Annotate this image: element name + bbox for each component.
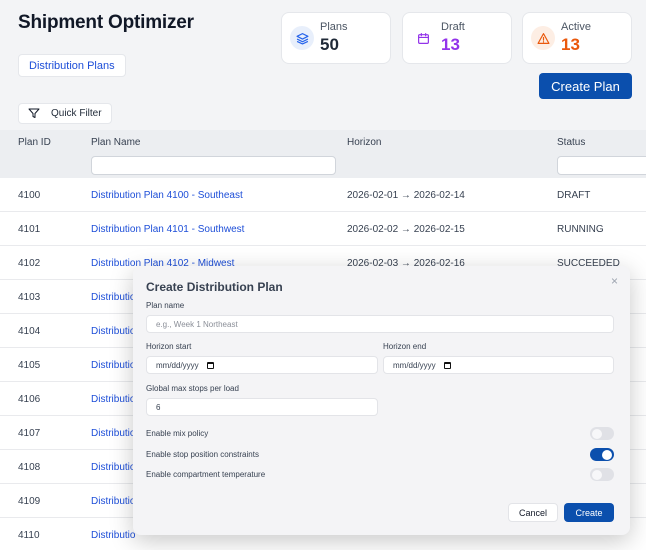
plan-id-cell: 4106: [18, 394, 41, 405]
plan-id-cell: 4104: [18, 326, 41, 337]
plan-name-link[interactable]: Distribution Plan 4101 - Southwest: [91, 224, 245, 235]
stat-value: 13: [561, 35, 580, 54]
max-stops-label: Global max stops per load: [146, 384, 239, 393]
horizon-end-value: mm/dd/yyyy: [393, 360, 436, 370]
horizon-start-input[interactable]: mm/dd/yyyy: [146, 356, 378, 374]
toggle-knob: [592, 469, 602, 480]
plan-name-link[interactable]: Distributio: [91, 360, 136, 371]
horizon-start-value: mm/dd/yyyy: [156, 360, 199, 370]
create-button[interactable]: Create: [564, 503, 614, 522]
horizon-cell: 2026-02-02 → 2026-02-15: [347, 224, 465, 235]
toggle-knob: [592, 428, 602, 439]
column-header-horizon[interactable]: Horizon: [347, 137, 382, 148]
app-title: Shipment Optimizer: [18, 12, 194, 33]
quick-filter-label: Quick Filter: [51, 108, 102, 119]
plan-id-cell: 4107: [18, 428, 41, 439]
stat-value: 13: [441, 35, 460, 54]
plan-name-link[interactable]: Distributio: [91, 326, 136, 337]
cancel-button[interactable]: Cancel: [508, 503, 558, 522]
filter-icon: [28, 108, 40, 119]
plan-id-cell: 4105: [18, 360, 41, 371]
horizon-cell: 2026-02-03 → 2026-02-16: [347, 258, 465, 269]
plan-id-cell: 4109: [18, 496, 41, 507]
plan-id-cell: 4103: [18, 292, 41, 303]
horizon-cell: 2026-02-01 → 2026-02-14: [347, 190, 465, 201]
stat-value: 50: [320, 35, 339, 54]
column-filter-row: [0, 154, 646, 178]
plan-id-cell: 4108: [18, 462, 41, 473]
layers-icon: [290, 26, 314, 50]
stat-label: Active: [561, 21, 591, 33]
plan-id-cell: 4101: [18, 224, 41, 235]
compartment-temp-toggle[interactable]: [590, 468, 614, 481]
dialog-title: Create Distribution Plan: [146, 280, 283, 294]
table-row[interactable]: 4100 Distribution Plan 4100 - Southeast 20…: [0, 178, 646, 212]
calendar-icon[interactable]: [206, 361, 214, 369]
plan-name-link[interactable]: Distributio: [91, 394, 136, 405]
plan-name-link[interactable]: Distributio: [91, 530, 136, 541]
column-header-plan-id[interactable]: Plan ID: [18, 137, 51, 148]
plan-id-cell: 4102: [18, 258, 41, 269]
toggle-knob: [602, 449, 612, 460]
max-stops-input[interactable]: 6: [146, 398, 378, 416]
plan-name-label: Plan name: [146, 301, 185, 310]
calendar-icon: [411, 26, 435, 50]
quick-filter-button[interactable]: Quick Filter: [18, 103, 112, 124]
stat-card-plans: Plans 50: [281, 12, 391, 64]
status-cell: RUNNING: [557, 224, 604, 235]
plan-name-link[interactable]: Distributio: [91, 462, 136, 473]
toggle-label-compartment-temp: Enable compartment temperature: [146, 470, 266, 479]
create-plan-button[interactable]: Create Plan: [539, 73, 632, 99]
column-header-status[interactable]: Status: [557, 137, 586, 148]
plan-id-cell: 4100: [18, 190, 41, 201]
horizon-end-label: Horizon end: [383, 342, 427, 351]
plan-name-placeholder: e.g., Week 1 Northeast: [156, 319, 238, 329]
status-filter-input[interactable]: [557, 156, 646, 175]
plan-id-cell: 4110: [18, 530, 40, 541]
table-row[interactable]: 4101 Distribution Plan 4101 - Southwest 20…: [0, 212, 646, 246]
calendar-icon[interactable]: [443, 361, 451, 369]
plan-name-link[interactable]: Distribution Plan 4100 - Southeast: [91, 190, 243, 201]
horizon-start-label: Horizon start: [146, 342, 192, 351]
status-cell: SUCCEEDED: [557, 258, 620, 269]
max-stops-value: 6: [156, 402, 161, 412]
plan-name-input[interactable]: e.g., Week 1 Northeast: [146, 315, 614, 333]
toggle-label-mix-policy: Enable mix policy: [146, 429, 209, 438]
table-header: Plan ID Plan Name Horizon Status: [0, 130, 646, 154]
warning-icon: [531, 26, 555, 50]
stat-label: Plans: [320, 21, 348, 33]
mix-policy-toggle[interactable]: [590, 427, 614, 440]
close-icon[interactable]: ×: [610, 274, 618, 288]
plan-name-link[interactable]: Distributio: [91, 428, 136, 439]
plan-name-link[interactable]: Distributio: [91, 292, 136, 303]
plan-name-link[interactable]: Distributio: [91, 496, 136, 507]
plan-name-filter-input[interactable]: [91, 156, 336, 175]
toggle-label-stop-position: Enable stop position constraints: [146, 450, 259, 459]
stat-label: Draft: [441, 21, 465, 33]
stat-card-active: Active 13: [522, 12, 632, 64]
create-plan-dialog: × Create Distribution Plan Plan name e.g…: [133, 266, 630, 535]
column-header-plan-name[interactable]: Plan Name: [91, 137, 141, 148]
stop-position-toggle[interactable]: [590, 448, 614, 461]
tab-distribution-plans[interactable]: Distribution Plans: [18, 54, 126, 77]
stat-card-draft: Draft 13: [402, 12, 512, 64]
horizon-end-input[interactable]: mm/dd/yyyy: [383, 356, 614, 374]
status-cell: DRAFT: [557, 190, 591, 201]
plan-name-link[interactable]: Distribution Plan 4102 - Midwest: [91, 258, 235, 269]
